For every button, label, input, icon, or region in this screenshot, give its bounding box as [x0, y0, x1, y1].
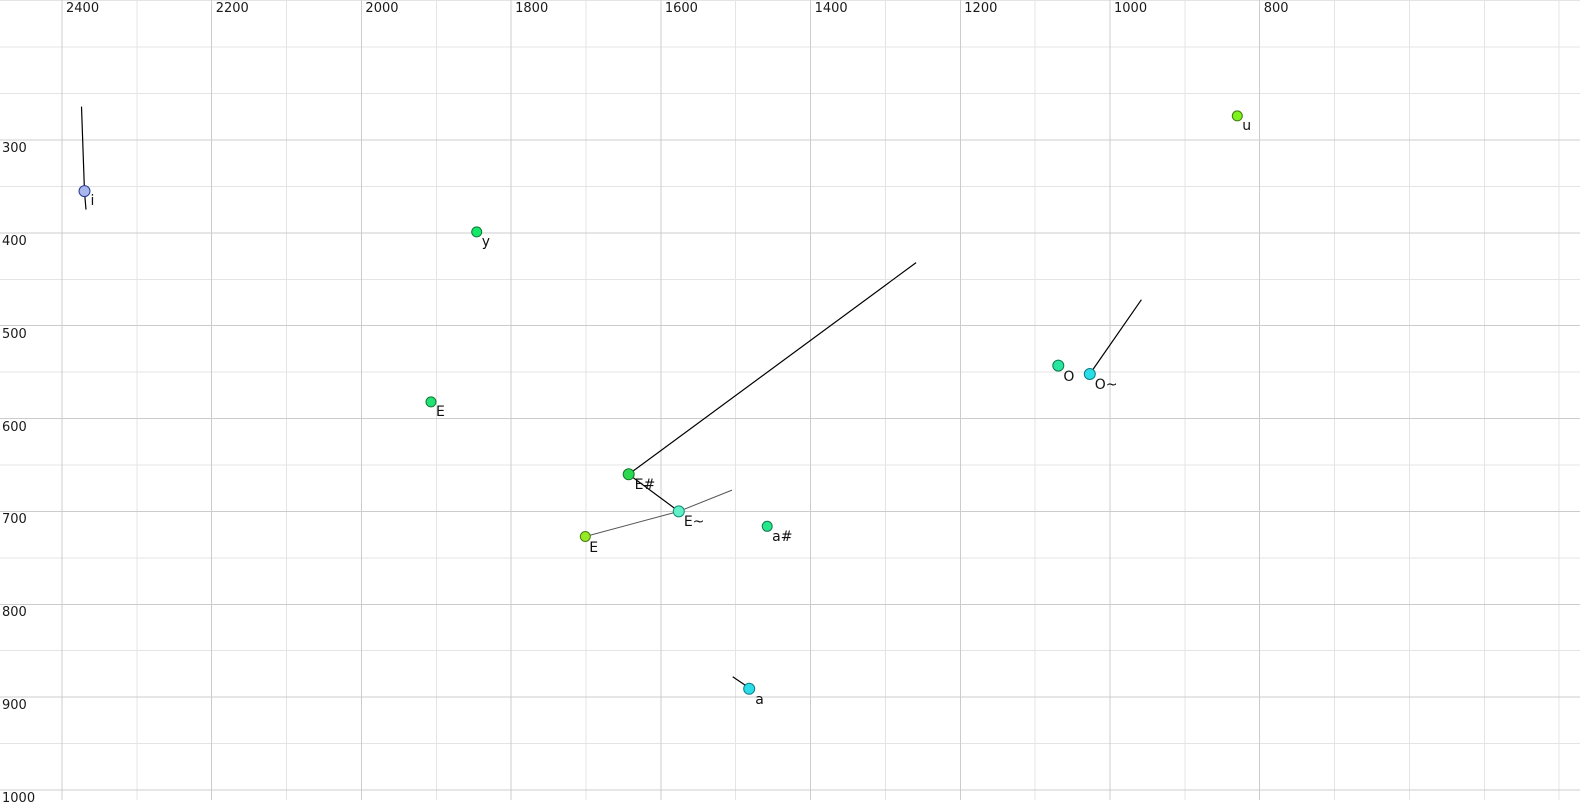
data-point-u[interactable] [1231, 110, 1243, 122]
data-point-E[interactable] [579, 531, 591, 542]
x-tick-1200: 1200 [964, 1, 998, 16]
x-tick-2200: 2200 [215, 1, 249, 16]
y-tick-400: 400 [2, 233, 27, 249]
data-point-Esharp[interactable] [622, 468, 635, 481]
trajectory-E~-E#-upper-right-path [627, 262, 917, 512]
point-label-Onasal: O~ [1094, 377, 1118, 393]
data-point-i[interactable] [78, 185, 91, 198]
x-tick-2000: 2000 [365, 1, 399, 16]
data-point-asharp[interactable] [761, 520, 773, 532]
x-tick-1800: 1800 [515, 1, 549, 16]
y-tick-600: 600 [2, 419, 27, 435]
data-point-O[interactable] [1052, 359, 1065, 372]
x-tick-800: 800 [1263, 1, 1289, 16]
x-tick-1400: 1400 [814, 1, 848, 16]
point-label-asharp: a# [772, 529, 793, 546]
y-tick-300: 300 [2, 141, 27, 156]
x-tick-1000: 1000 [1114, 1, 1148, 16]
y-tick-700: 700 [2, 512, 27, 528]
point-label-E: E [436, 403, 445, 420]
trajectory-O~-upper-right-path [1089, 299, 1142, 375]
point-label-i: i [90, 193, 95, 210]
data-points [78, 110, 1243, 695]
y-tick-800: 800 [2, 605, 27, 621]
data-point-y[interactable] [471, 226, 483, 238]
x-tick-2400: 2400 [66, 1, 100, 16]
point-label-y: y [481, 233, 490, 250]
point-label-E: E [589, 539, 599, 556]
data-point-Onasal[interactable] [1083, 368, 1096, 380]
trajectory-lines [80, 106, 1142, 689]
y-tick-500: 500 [2, 326, 27, 342]
point-label-u: u [1242, 117, 1252, 134]
point-label-Enasal: E~ [683, 514, 705, 531]
point-label-a: a [755, 691, 764, 708]
x-tick-1600: 1600 [664, 1, 698, 16]
point-label-Esharp: E# [634, 477, 656, 494]
y-tick-900: 900 [2, 698, 27, 714]
data-point-E[interactable] [425, 396, 437, 408]
data-point-a[interactable] [743, 682, 756, 695]
data-point-Enasal[interactable] [672, 505, 685, 518]
point-label-O: O [1063, 368, 1075, 385]
y-tick-1000: 1000 [2, 791, 36, 806]
